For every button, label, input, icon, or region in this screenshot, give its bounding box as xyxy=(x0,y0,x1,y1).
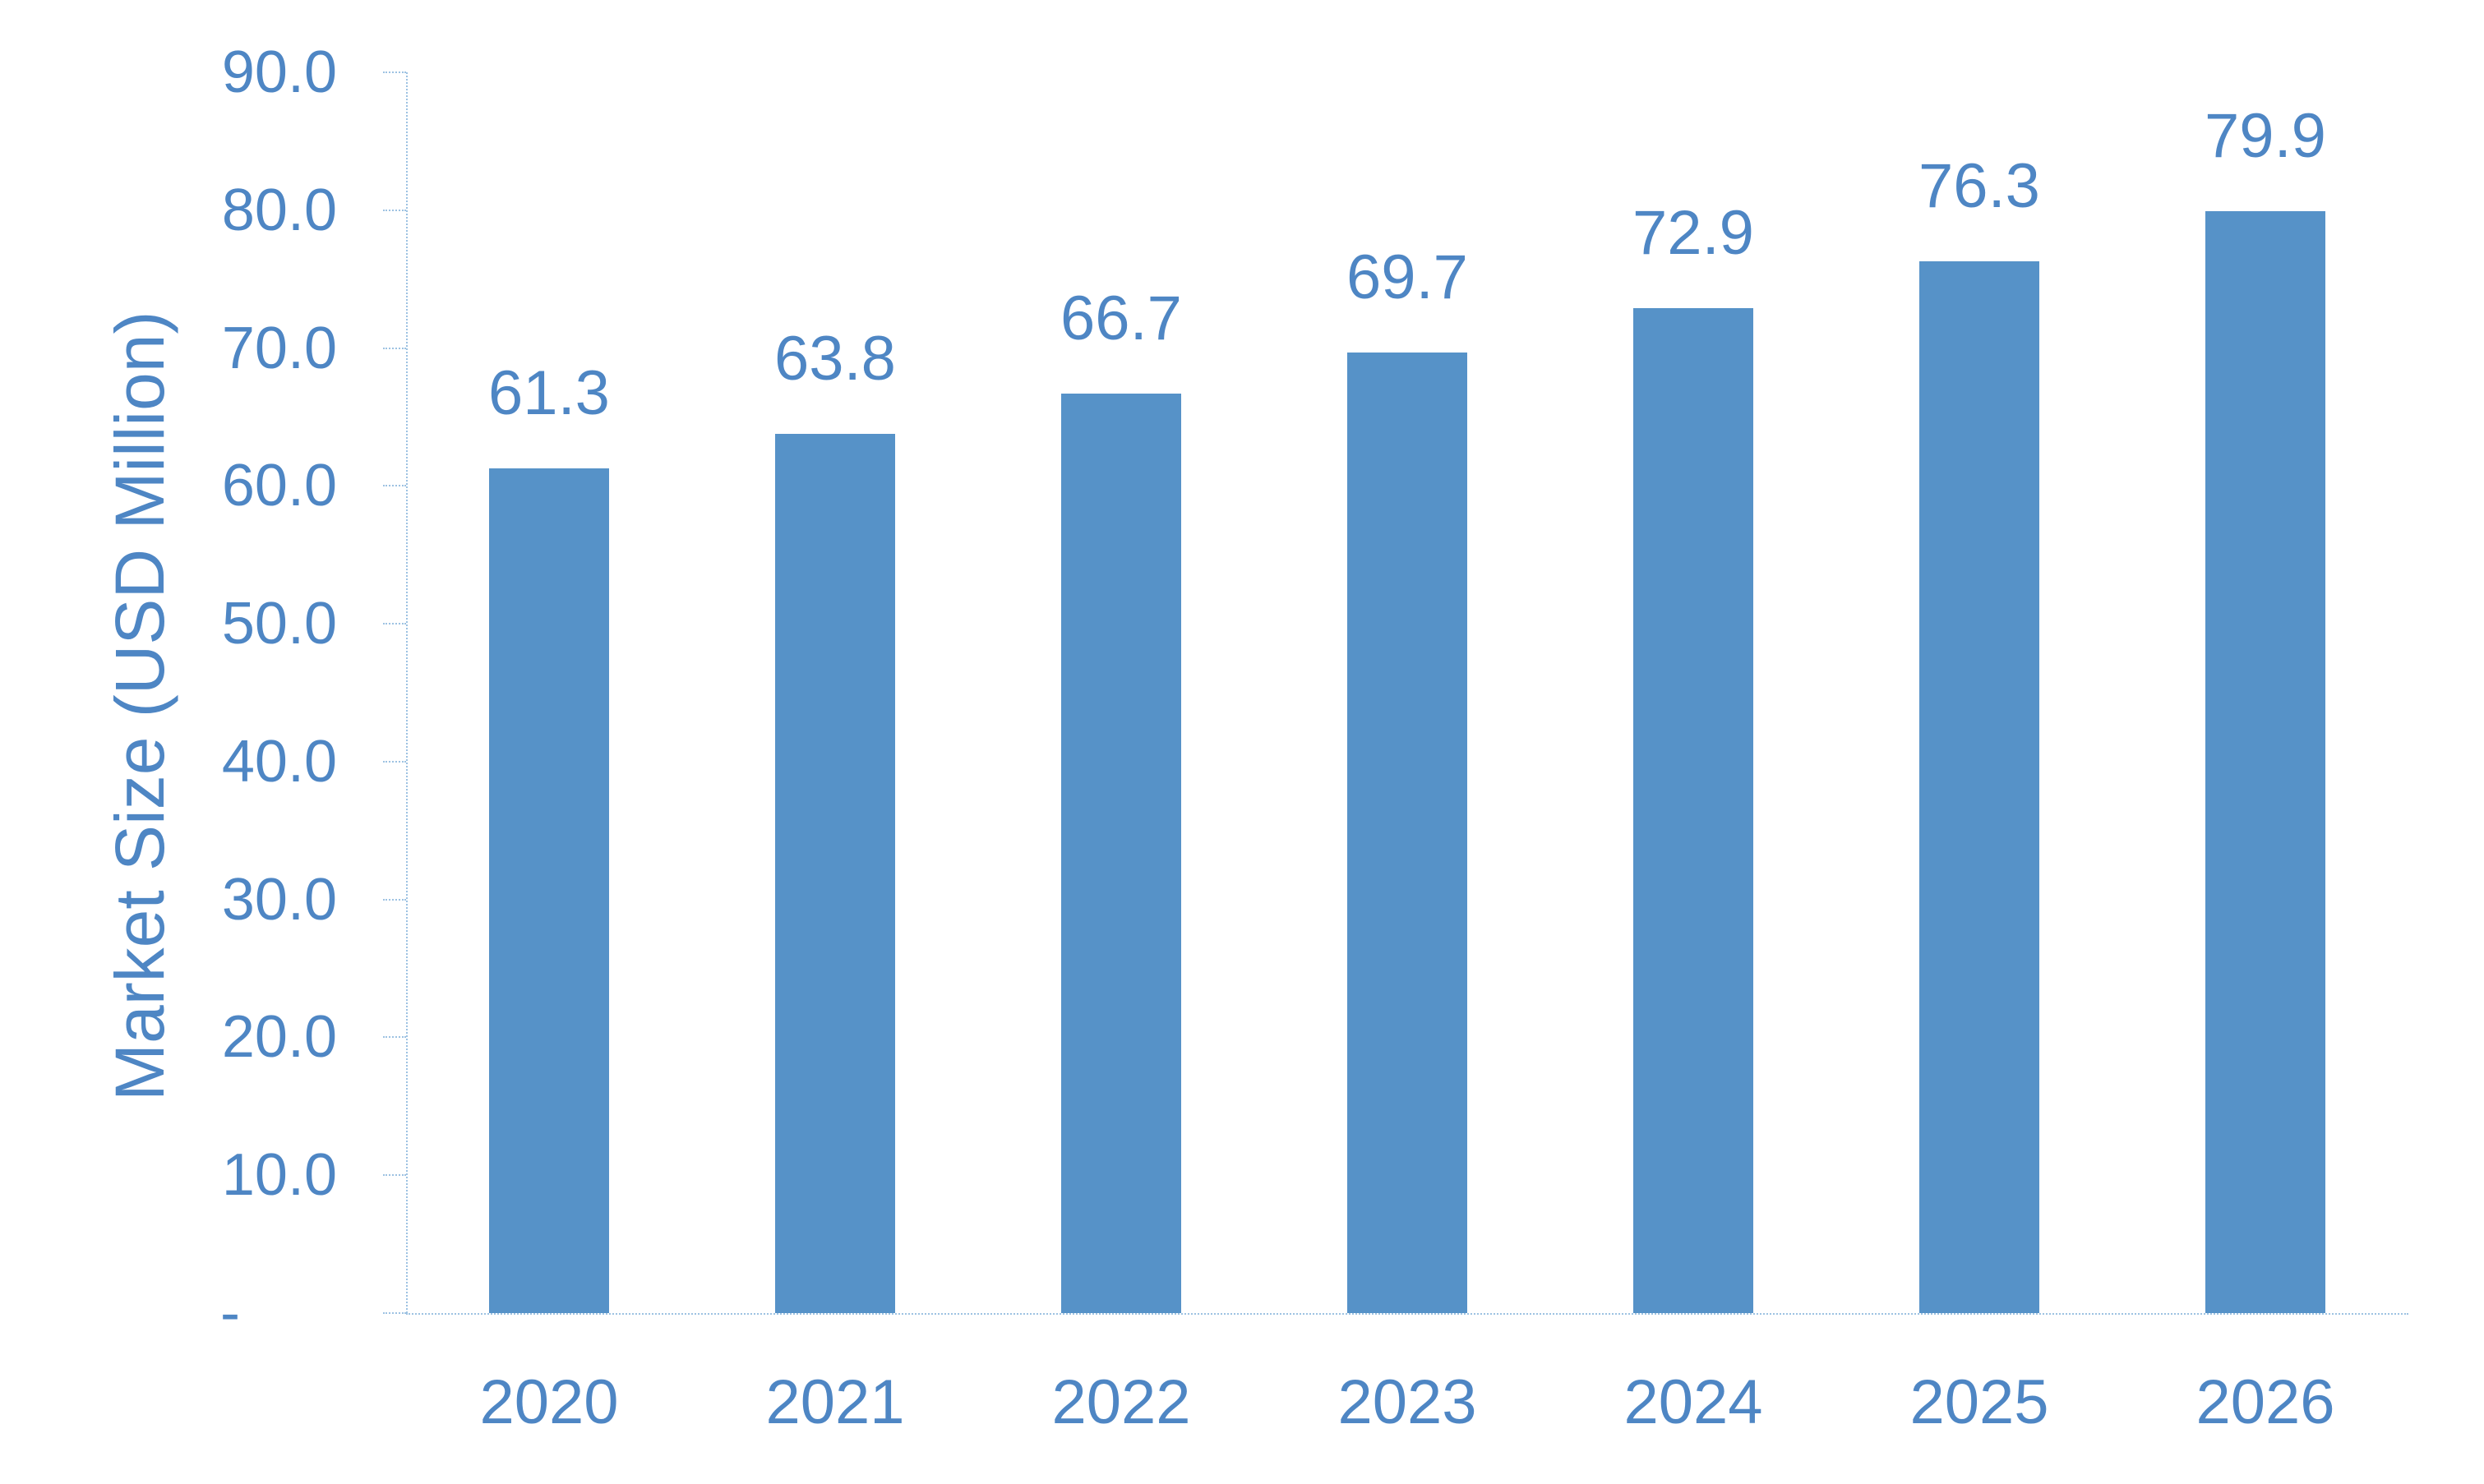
y-tick-mark xyxy=(383,485,406,487)
bar-2025 xyxy=(1919,260,2039,1313)
y-tick-mark xyxy=(383,71,406,73)
bar-2026 xyxy=(2205,211,2325,1313)
bar-2023 xyxy=(1347,352,1467,1313)
x-tick-label: 2023 xyxy=(1337,1367,1477,1437)
x-axis-line xyxy=(406,1313,2408,1315)
bar-value-label: 61.3 xyxy=(488,357,610,428)
y-tick-mark xyxy=(383,898,406,901)
x-tick-label: 2022 xyxy=(1051,1367,1191,1437)
y-tick-label: 80.0 xyxy=(221,177,337,243)
y-tick-mark xyxy=(383,209,406,211)
y-tick-label: 50.0 xyxy=(221,591,337,657)
y-tick-mark xyxy=(383,1312,406,1314)
y-tick-label: 10.0 xyxy=(221,1142,337,1209)
y-axis-line xyxy=(406,72,408,1313)
bar-value-label: 76.3 xyxy=(1918,150,2040,221)
bar-2024 xyxy=(1633,307,1753,1313)
bar-2020 xyxy=(489,468,609,1313)
bar-2022 xyxy=(1061,393,1181,1313)
y-tick-mark xyxy=(383,623,406,625)
y-tick-label: 30.0 xyxy=(221,866,337,933)
x-tick-label: 2026 xyxy=(2195,1367,2335,1437)
y-tick-mark xyxy=(383,1174,406,1177)
y-tick-label: 90.0 xyxy=(221,39,337,105)
y-tick-label: - xyxy=(220,1280,240,1346)
y-tick-label: 40.0 xyxy=(221,728,337,795)
x-tick-label: 2020 xyxy=(479,1367,619,1437)
y-axis-title: Market Size (USD Million) xyxy=(101,311,178,1102)
x-tick-label: 2021 xyxy=(765,1367,905,1437)
x-tick-label: 2024 xyxy=(1623,1367,1763,1437)
bar-value-label: 69.7 xyxy=(1346,242,1468,312)
y-tick-mark xyxy=(383,1036,406,1039)
bar-value-label: 63.8 xyxy=(774,323,896,394)
bar-value-label: 66.7 xyxy=(1060,283,1182,353)
y-tick-mark xyxy=(383,347,406,349)
y-tick-mark xyxy=(383,760,406,763)
bar-value-label: 72.9 xyxy=(1632,197,1754,268)
y-tick-label: 70.0 xyxy=(221,315,337,381)
x-tick-label: 2025 xyxy=(1909,1367,2049,1437)
y-tick-label: 60.0 xyxy=(221,453,337,519)
bar-2021 xyxy=(775,433,895,1313)
y-tick-label: 20.0 xyxy=(221,1004,337,1071)
bar-value-label: 79.9 xyxy=(2205,101,2326,172)
